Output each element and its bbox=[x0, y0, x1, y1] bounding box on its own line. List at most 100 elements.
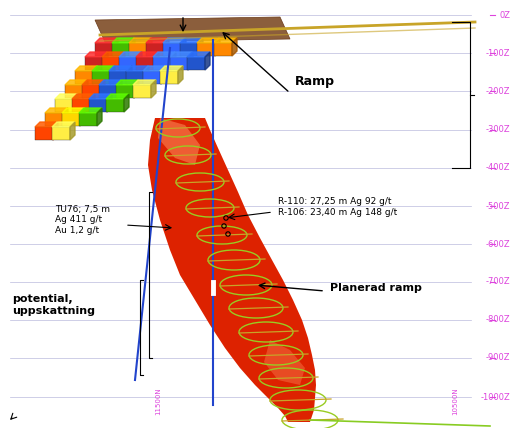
Polygon shape bbox=[136, 52, 159, 57]
Bar bbox=[45, 113, 63, 126]
Bar bbox=[136, 57, 154, 70]
Polygon shape bbox=[129, 38, 152, 43]
Polygon shape bbox=[92, 66, 115, 71]
Text: -700Z: -700Z bbox=[485, 277, 510, 286]
Text: Ramp: Ramp bbox=[295, 75, 335, 88]
Bar bbox=[55, 99, 73, 112]
Polygon shape bbox=[170, 52, 193, 57]
Polygon shape bbox=[171, 52, 176, 70]
Polygon shape bbox=[160, 66, 183, 71]
Polygon shape bbox=[102, 52, 125, 57]
Text: R-110: 27,25 m Ag 92 g/t
R-106: 23,40 m Ag 148 g/t: R-110: 27,25 m Ag 92 g/t R-106: 23,40 m … bbox=[278, 197, 397, 217]
Bar bbox=[116, 85, 134, 98]
Polygon shape bbox=[119, 52, 142, 57]
Polygon shape bbox=[188, 52, 193, 70]
Bar bbox=[126, 71, 144, 84]
Polygon shape bbox=[198, 38, 203, 56]
Text: 0Z: 0Z bbox=[499, 11, 510, 20]
Text: -300Z: -300Z bbox=[485, 125, 510, 134]
Polygon shape bbox=[106, 94, 129, 99]
Polygon shape bbox=[144, 66, 149, 84]
Bar bbox=[99, 85, 117, 98]
Text: 10500N: 10500N bbox=[452, 387, 458, 415]
Polygon shape bbox=[180, 38, 203, 43]
Bar bbox=[153, 57, 171, 70]
Bar bbox=[119, 57, 137, 70]
Polygon shape bbox=[99, 80, 122, 85]
Polygon shape bbox=[215, 38, 220, 56]
Polygon shape bbox=[107, 94, 112, 112]
Polygon shape bbox=[90, 94, 95, 112]
Polygon shape bbox=[133, 80, 156, 85]
Polygon shape bbox=[117, 80, 122, 98]
Polygon shape bbox=[62, 108, 85, 113]
Polygon shape bbox=[120, 52, 125, 70]
Text: -200Z: -200Z bbox=[485, 86, 510, 95]
Bar bbox=[85, 57, 103, 70]
Polygon shape bbox=[75, 66, 98, 71]
Bar bbox=[146, 43, 164, 56]
Bar bbox=[52, 127, 70, 140]
Bar bbox=[65, 85, 83, 98]
Text: -800Z: -800Z bbox=[485, 315, 510, 324]
Bar bbox=[163, 43, 181, 56]
Polygon shape bbox=[113, 38, 118, 56]
Bar bbox=[72, 99, 90, 112]
Polygon shape bbox=[126, 66, 149, 71]
Bar bbox=[89, 99, 107, 112]
Polygon shape bbox=[130, 38, 135, 56]
Text: 11500N: 11500N bbox=[155, 387, 161, 415]
Polygon shape bbox=[53, 122, 58, 140]
Polygon shape bbox=[197, 38, 220, 43]
Polygon shape bbox=[151, 80, 156, 98]
Bar bbox=[160, 71, 178, 84]
Polygon shape bbox=[65, 80, 88, 85]
Bar bbox=[180, 43, 198, 56]
Bar bbox=[92, 71, 110, 84]
Bar bbox=[197, 43, 215, 56]
Polygon shape bbox=[82, 80, 105, 85]
Polygon shape bbox=[52, 122, 75, 127]
Polygon shape bbox=[63, 108, 68, 126]
Polygon shape bbox=[100, 80, 105, 98]
Bar bbox=[35, 127, 53, 140]
Polygon shape bbox=[55, 94, 78, 99]
Polygon shape bbox=[214, 38, 237, 43]
Polygon shape bbox=[73, 94, 78, 112]
Polygon shape bbox=[137, 52, 142, 70]
Polygon shape bbox=[163, 38, 186, 43]
Text: -1000Z: -1000Z bbox=[480, 392, 510, 401]
Polygon shape bbox=[97, 108, 102, 126]
Polygon shape bbox=[45, 108, 68, 113]
Polygon shape bbox=[35, 122, 58, 127]
Polygon shape bbox=[93, 66, 98, 84]
Polygon shape bbox=[134, 80, 139, 98]
Polygon shape bbox=[181, 38, 186, 56]
Text: -600Z: -600Z bbox=[485, 240, 510, 249]
Polygon shape bbox=[109, 66, 132, 71]
Polygon shape bbox=[187, 52, 210, 57]
Text: -100Z: -100Z bbox=[485, 48, 510, 57]
Bar bbox=[112, 43, 130, 56]
Polygon shape bbox=[103, 52, 108, 70]
Bar bbox=[62, 113, 80, 126]
Text: potential,
uppskattning: potential, uppskattning bbox=[12, 294, 95, 316]
Bar bbox=[106, 99, 124, 112]
Polygon shape bbox=[95, 17, 290, 42]
Polygon shape bbox=[70, 122, 75, 140]
Polygon shape bbox=[143, 66, 166, 71]
Polygon shape bbox=[205, 52, 210, 70]
Text: TU76; 7,5 m
Ag 411 g/t
Au 1,2 g/t: TU76; 7,5 m Ag 411 g/t Au 1,2 g/t bbox=[55, 205, 110, 235]
Bar bbox=[79, 113, 97, 126]
Polygon shape bbox=[148, 118, 316, 422]
Polygon shape bbox=[116, 80, 139, 85]
Bar bbox=[143, 71, 161, 84]
Polygon shape bbox=[147, 38, 152, 56]
Polygon shape bbox=[79, 108, 102, 113]
Polygon shape bbox=[154, 52, 159, 70]
Bar bbox=[82, 85, 100, 98]
Polygon shape bbox=[72, 94, 95, 99]
Polygon shape bbox=[153, 52, 176, 57]
Polygon shape bbox=[178, 66, 183, 84]
Polygon shape bbox=[232, 38, 237, 56]
